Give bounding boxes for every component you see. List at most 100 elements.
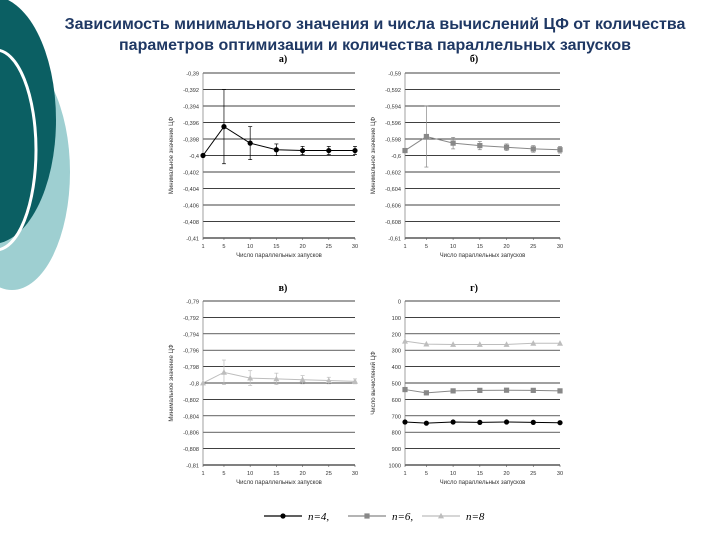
data-point — [352, 378, 358, 384]
x-tick-label: 25 — [326, 244, 332, 250]
data-point — [200, 379, 206, 386]
x-tick-label: 10 — [247, 471, 253, 477]
legend: n=4, n=6, n=8 — [264, 511, 485, 523]
panel-label: в) — [279, 283, 288, 294]
y-tick-label: -0,806 — [183, 431, 199, 437]
x-tick-label: 20 — [299, 244, 305, 250]
y-tick-label: -0,608 — [385, 220, 401, 226]
data-point — [503, 387, 510, 393]
x-tick-label: 10 — [247, 244, 253, 250]
chart-panel-1: -0,59 -0,592 -0,594 -0,596 -0,598 -0,6 -0,602 -… — [371, 54, 563, 259]
x-axis-label: Число параллельных запусков — [440, 253, 526, 259]
data-point — [221, 124, 227, 130]
y-tick-label: -0,61 — [388, 237, 401, 243]
y-tick-label: -0,796 — [183, 349, 199, 355]
x-tick-label: 30 — [557, 244, 563, 250]
data-point — [247, 140, 253, 146]
y-tick-label: -0,8 — [189, 382, 199, 388]
y-tick-label: -0,79 — [186, 300, 199, 306]
data-point — [423, 420, 429, 426]
y-tick-label: -0,792 — [183, 316, 199, 322]
data-point — [530, 340, 537, 346]
y-tick-label: 800 — [392, 431, 401, 437]
y-tick-label: -0,808 — [183, 447, 199, 453]
y-tick-label: -0,402 — [183, 171, 199, 177]
y-tick-label: -0,81 — [186, 464, 199, 470]
y-axis-label: Минимальное значение ЦФ — [169, 116, 175, 194]
data-point — [326, 147, 332, 154]
x-tick-label: 15 — [477, 471, 483, 477]
y-tick-label: -0,398 — [183, 138, 199, 144]
x-tick-label: 1 — [201, 244, 204, 250]
legend-label: n=6, — [392, 511, 413, 523]
x-axis-label: Число параллельных запусков — [236, 480, 322, 486]
x-tick-label: 15 — [477, 244, 483, 250]
x-tick-label: 20 — [503, 471, 509, 477]
data-point — [557, 147, 563, 153]
data-point — [299, 147, 306, 154]
white-ring — [0, 48, 38, 252]
y-tick-label: -0,596 — [385, 121, 401, 127]
legend-marker — [280, 513, 286, 519]
y-tick-label: -0,802 — [183, 398, 199, 404]
x-axis-label: Число параллельных запусков — [236, 253, 322, 259]
y-tick-label: 100 — [392, 316, 401, 322]
x-tick-label: 25 — [326, 471, 332, 477]
y-tick-label: -0,804 — [183, 414, 199, 420]
data-point — [423, 340, 430, 347]
data-point — [530, 419, 536, 425]
y-tick-label: 900 — [392, 447, 401, 453]
data-point — [220, 369, 227, 375]
y-axis-label: Минимальное значение ЦФ — [169, 344, 175, 422]
data-point — [503, 419, 510, 425]
y-tick-label: -0,794 — [183, 332, 199, 338]
y-tick-label: -0,396 — [183, 121, 199, 127]
data-point — [450, 388, 456, 394]
data-point — [557, 388, 563, 394]
decorative-circles — [0, 0, 70, 290]
panel-label: а) — [279, 54, 287, 65]
data-point — [557, 420, 563, 426]
data-point — [503, 144, 510, 150]
y-axis-label: Число вычислений ЦФ — [370, 351, 377, 415]
y-tick-label: 200 — [392, 332, 401, 338]
y-tick-label: -0,41 — [186, 237, 199, 243]
x-tick-label: 5 — [425, 471, 428, 477]
y-axis-label: Минимальное значение ЦФ — [371, 116, 377, 194]
y-tick-label: 700 — [392, 414, 401, 420]
data-point — [477, 419, 483, 425]
y-tick-label: 500 — [392, 382, 401, 388]
data-point — [325, 377, 332, 383]
data-point — [352, 147, 358, 154]
data-point — [273, 147, 279, 153]
x-tick-label: 30 — [352, 471, 358, 477]
data-point — [200, 152, 206, 159]
data-point — [450, 140, 456, 146]
y-tick-label: -0,602 — [385, 171, 401, 177]
data-point — [503, 341, 510, 347]
x-tick-label: 20 — [299, 471, 305, 477]
x-tick-label: 10 — [450, 244, 456, 250]
x-tick-label: 15 — [273, 244, 279, 250]
y-tick-label: 1000 — [389, 464, 401, 470]
y-tick-label: -0,594 — [385, 105, 401, 111]
data-point — [530, 146, 536, 152]
x-tick-label: 25 — [530, 471, 536, 477]
x-tick-label: 5 — [222, 244, 225, 250]
x-tick-label: 25 — [530, 244, 536, 250]
x-axis-label: Число параллельных запусков — [440, 480, 526, 486]
page-title: Зависимость минимального значения и числ… — [64, 16, 686, 54]
legend-marker — [364, 513, 370, 519]
data-point — [247, 374, 254, 381]
y-tick-label: -0,598 — [385, 138, 401, 144]
x-tick-label: 1 — [201, 471, 204, 477]
data-point — [423, 390, 429, 396]
x-tick-label: 1 — [403, 471, 406, 477]
panel-label: б) — [470, 54, 478, 65]
data-point — [530, 387, 536, 393]
y-tick-label: -0,604 — [385, 187, 401, 193]
y-tick-label: -0,6 — [391, 154, 401, 160]
data-point — [477, 387, 483, 393]
